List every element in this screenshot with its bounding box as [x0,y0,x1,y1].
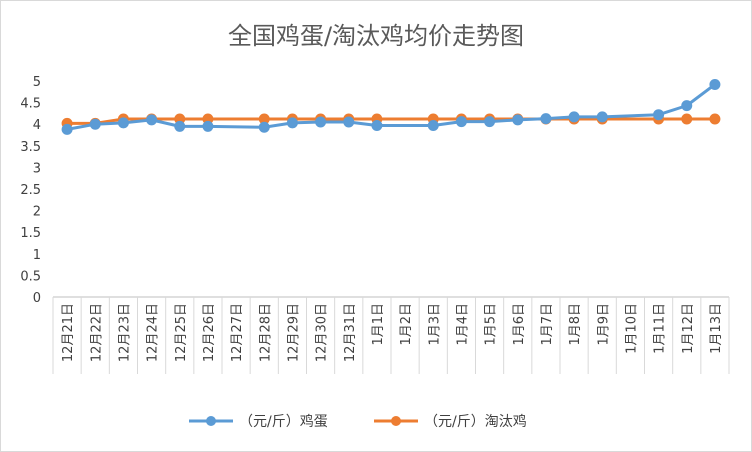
data-point [174,120,186,132]
x-tick-label: 1月10日 [624,303,639,354]
data-point [455,116,467,128]
data-point [61,123,73,135]
y-tick-label: 3.5 [20,140,41,155]
data-point [202,120,214,132]
x-tick-label: 1月3日 [427,303,442,346]
x-tick-label: 12月21日 [61,303,76,362]
data-point [512,114,524,126]
data-point [427,119,439,131]
data-point [709,78,721,90]
data-point [681,100,693,112]
legend-item-0: （元/斤）鸡蛋 [189,413,328,430]
data-point [146,114,158,126]
y-tick-label: 1 [33,248,41,263]
x-tick-label: 12月28日 [258,303,273,362]
chart-legend: （元/斤）鸡蛋 （元/斤）淘汰鸡 [189,413,527,430]
data-point [117,117,129,129]
data-point [540,113,552,125]
series-0 [61,78,721,135]
chart-axes: 0 0.5 1 1.5 2 2.5 3 3.5 4 4.5 5 12月21日 12月22日 12月23日 1… [20,75,730,374]
x-tick-label: 1月4日 [455,303,470,346]
data-point [286,117,298,129]
y-tick-label: 0.5 [20,269,41,284]
data-point [596,111,608,123]
y-tick-label: 4.5 [20,97,41,112]
data-point [681,113,693,125]
x-tick-label: 12月30日 [315,303,330,362]
x-tick-label: 12月25日 [174,303,189,362]
x-tick-label: 1月7日 [540,303,555,346]
y-tick-label: 4 [33,118,41,133]
y-tick-label: 2 [33,205,41,220]
x-tick-label: 12月29日 [286,303,301,362]
x-tick-label: 1月6日 [512,303,527,346]
data-point [315,116,327,128]
x-tick-label: 1月9日 [596,303,611,346]
x-tick-label: 12月23日 [117,303,132,362]
x-tick-label: 12月27日 [230,303,245,362]
data-point [89,118,101,130]
y-tick-label: 1.5 [20,226,41,241]
data-point [653,109,665,121]
x-tick-label: 1月8日 [568,303,583,346]
x-tick-label: 12月31日 [343,303,358,362]
legend-item-1: （元/斤）淘汰鸡 [374,413,527,430]
data-point [343,116,355,128]
x-tick-label: 12月26日 [202,303,217,362]
data-point [371,119,383,131]
x-tick-label: 1月2日 [399,303,414,346]
y-tick-label: 0 [33,291,41,306]
x-tick-label: 1月11日 [653,303,668,354]
x-tick-label: 12月24日 [146,303,161,362]
x-tick-label: 1月12日 [681,303,696,354]
series-layer [61,78,721,135]
x-tick-label: 1月1日 [371,303,386,346]
y-tick-label: 3 [33,161,41,176]
data-point [484,116,496,128]
y-tick-label: 5 [33,75,41,90]
data-point [258,121,270,133]
data-point [568,111,580,123]
data-point [709,113,721,125]
x-tick-label: 1月13日 [709,303,724,354]
y-tick-label: 2.5 [20,183,41,198]
x-tick-label: 1月5日 [484,303,499,346]
x-tick-label: 12月22日 [89,303,104,362]
series-line [65,82,717,131]
legend-label: （元/斤）鸡蛋 [239,413,328,430]
chart-title: 全国鸡蛋/淘汰鸡均价走势图 [228,22,524,50]
legend-marker [391,416,401,426]
legend-label: （元/斤）淘汰鸡 [424,413,527,430]
legend-marker [206,416,216,426]
